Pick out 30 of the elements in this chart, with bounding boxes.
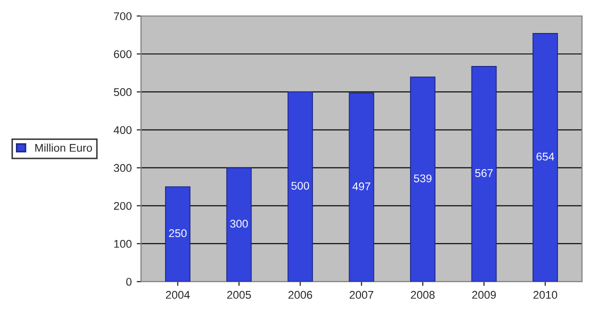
bar [165,186,190,282]
y-tick-label: 0 [126,278,132,286]
x-tick-label: 2010 [533,290,558,299]
y-tick-label: 500 [114,88,132,96]
data-label: 497 [352,182,370,190]
bar [410,76,436,282]
y-tick-label: 700 [114,12,132,20]
x-tick-label: 2006 [288,290,312,299]
x-tick-label: 2008 [410,290,435,299]
y-tick-label: 400 [114,126,132,134]
data-label: 539 [414,174,432,182]
y-tick-label: 100 [114,240,132,248]
x-tick-label: 2005 [227,290,251,299]
bar [532,33,558,282]
bar [471,66,497,282]
y-tick-label: 600 [114,50,132,58]
x-tick-label: 2009 [472,290,496,299]
y-tick-label: 200 [114,202,132,210]
x-tick-label: 2007 [350,290,374,299]
x-tick-label: 2004 [166,290,190,299]
bar [348,92,374,282]
data-label: 500 [291,182,310,190]
data-label: 300 [230,220,248,228]
bar [288,91,313,282]
data-label: 567 [475,169,493,178]
y-tick-label: 300 [114,164,132,172]
data-label: 250 [169,229,187,238]
data-label: 654 [536,152,554,161]
legend-label: Million Euro [35,144,92,152]
bar [226,167,252,282]
